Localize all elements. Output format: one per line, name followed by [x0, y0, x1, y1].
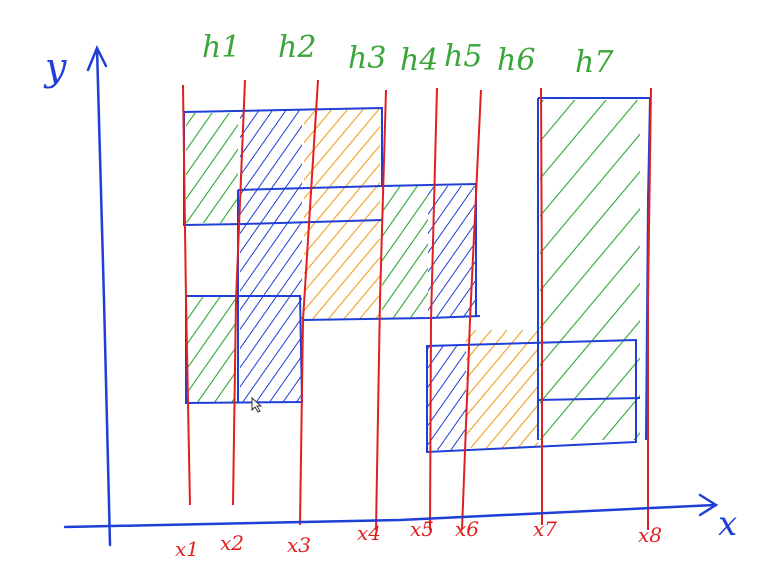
region-h6	[466, 330, 538, 448]
top-label-h7: h7	[575, 45, 614, 80]
sweep-line-x1	[182, 84, 191, 506]
sweep-line-x6	[461, 89, 482, 531]
top-label-h1: h1	[202, 30, 240, 65]
region-h1-bottom	[187, 297, 235, 402]
x-axis-line	[63, 503, 717, 529]
rect-outline-6	[301, 315, 481, 321]
cursor-icon	[251, 396, 263, 413]
top-labels: h1 h2 h3 h4 h5 h6 h7	[202, 30, 614, 80]
bottom-label-x1: x1	[175, 537, 199, 561]
sweep-line-x7	[540, 87, 543, 525]
rect-outline-3	[237, 185, 383, 191]
top-label-h3: h3	[348, 41, 386, 76]
bottom-label-x4: x4	[357, 521, 381, 545]
bottom-label-x2: x2	[220, 531, 244, 555]
sweep-lines	[182, 79, 652, 531]
bottom-label-x7: x7	[533, 517, 557, 541]
region-h4	[382, 186, 428, 318]
x-axis-arrowhead	[698, 493, 719, 517]
bottom-label-x8: x8	[638, 523, 662, 547]
region-h5-top	[428, 186, 475, 318]
bottom-label-x3: x3	[287, 533, 311, 557]
bottom-label-x5: x5	[410, 517, 434, 541]
axes	[63, 44, 719, 547]
bottom-label-x6: x6	[455, 517, 479, 541]
x-axis-label: x	[718, 504, 737, 544]
sweep-line-x3	[299, 79, 319, 526]
y-axis-arrowhead	[86, 44, 108, 72]
region-h5-bottom	[428, 345, 466, 450]
top-label-h5: h5	[444, 39, 482, 74]
bottom-labels: x1 x2 x3 x4 x5 x6 x7 x8	[175, 517, 662, 561]
sweep-line-x5	[429, 87, 438, 531]
rect-outline-8	[538, 97, 652, 441]
rect-outline-10	[537, 397, 641, 401]
sweep-line-x8	[647, 87, 652, 530]
hatched-regions	[186, 100, 640, 450]
sweep-line-x4	[375, 89, 387, 531]
y-axis-label: y	[43, 45, 67, 89]
y-axis-line	[95, 46, 112, 547]
top-label-h2: h2	[278, 30, 316, 65]
region-h7	[540, 100, 640, 440]
region-h2	[240, 110, 302, 402]
rect-outline-7	[426, 338, 637, 454]
region-h1-top	[186, 113, 238, 223]
region-h3	[304, 108, 380, 320]
top-label-h4: h4	[400, 43, 438, 78]
sweep-line-x2	[232, 79, 246, 506]
top-label-h6: h6	[497, 43, 535, 78]
